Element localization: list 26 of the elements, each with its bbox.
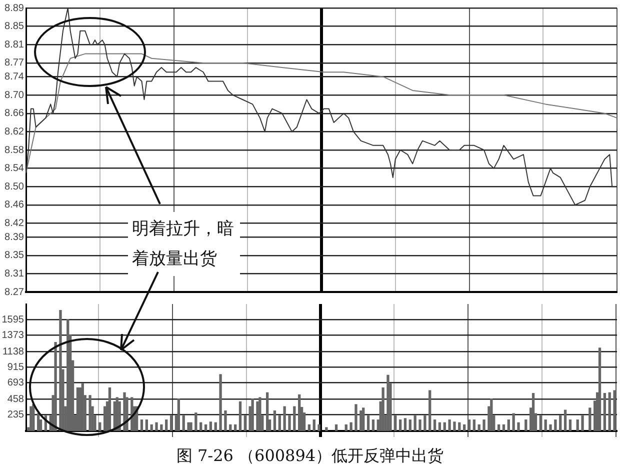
y-tick-label: 8.77 [4,58,24,69]
y-tick-label: 8.85 [4,21,24,32]
y-tick-label: 8.54 [4,163,24,174]
y-tick-label: 8.39 [4,232,24,243]
y-tick-label: 235 [7,409,24,420]
y-tick-label: 8.58 [4,144,24,156]
y-tick-label: 1373 [2,330,24,341]
y-tick-label: 693 [7,377,24,388]
y-tick-label: 8.50 [4,181,24,192]
y-tick-label: 915 [7,362,24,373]
text: 图 7-26 （600894）低开反弹中出货 [175,446,445,467]
y-tick-label: 8.46 [4,200,24,211]
y-tick-label: 8.27 [4,286,24,298]
y-tick-label: 8.42 [4,218,24,230]
y-tick-label: 1595 [2,314,24,326]
y-tick-label: 8.66 [4,108,24,120]
annotation: 明着拉升，暗着放量出货 [128,212,240,276]
y-tick-label: 8.35 [4,250,24,262]
y-tick-label: 8.74 [4,71,24,82]
y-tick-label: 8.70 [4,90,24,101]
y-tick-label: 8.81 [4,39,24,50]
y-tick-label: 8.31 [4,268,24,280]
y-tick-label: 458 [7,394,24,405]
y-tick-label: 1138 [2,346,24,358]
y-tick-label: 8.62 [4,126,24,138]
y-tick-label: 8.89 [4,2,24,14]
